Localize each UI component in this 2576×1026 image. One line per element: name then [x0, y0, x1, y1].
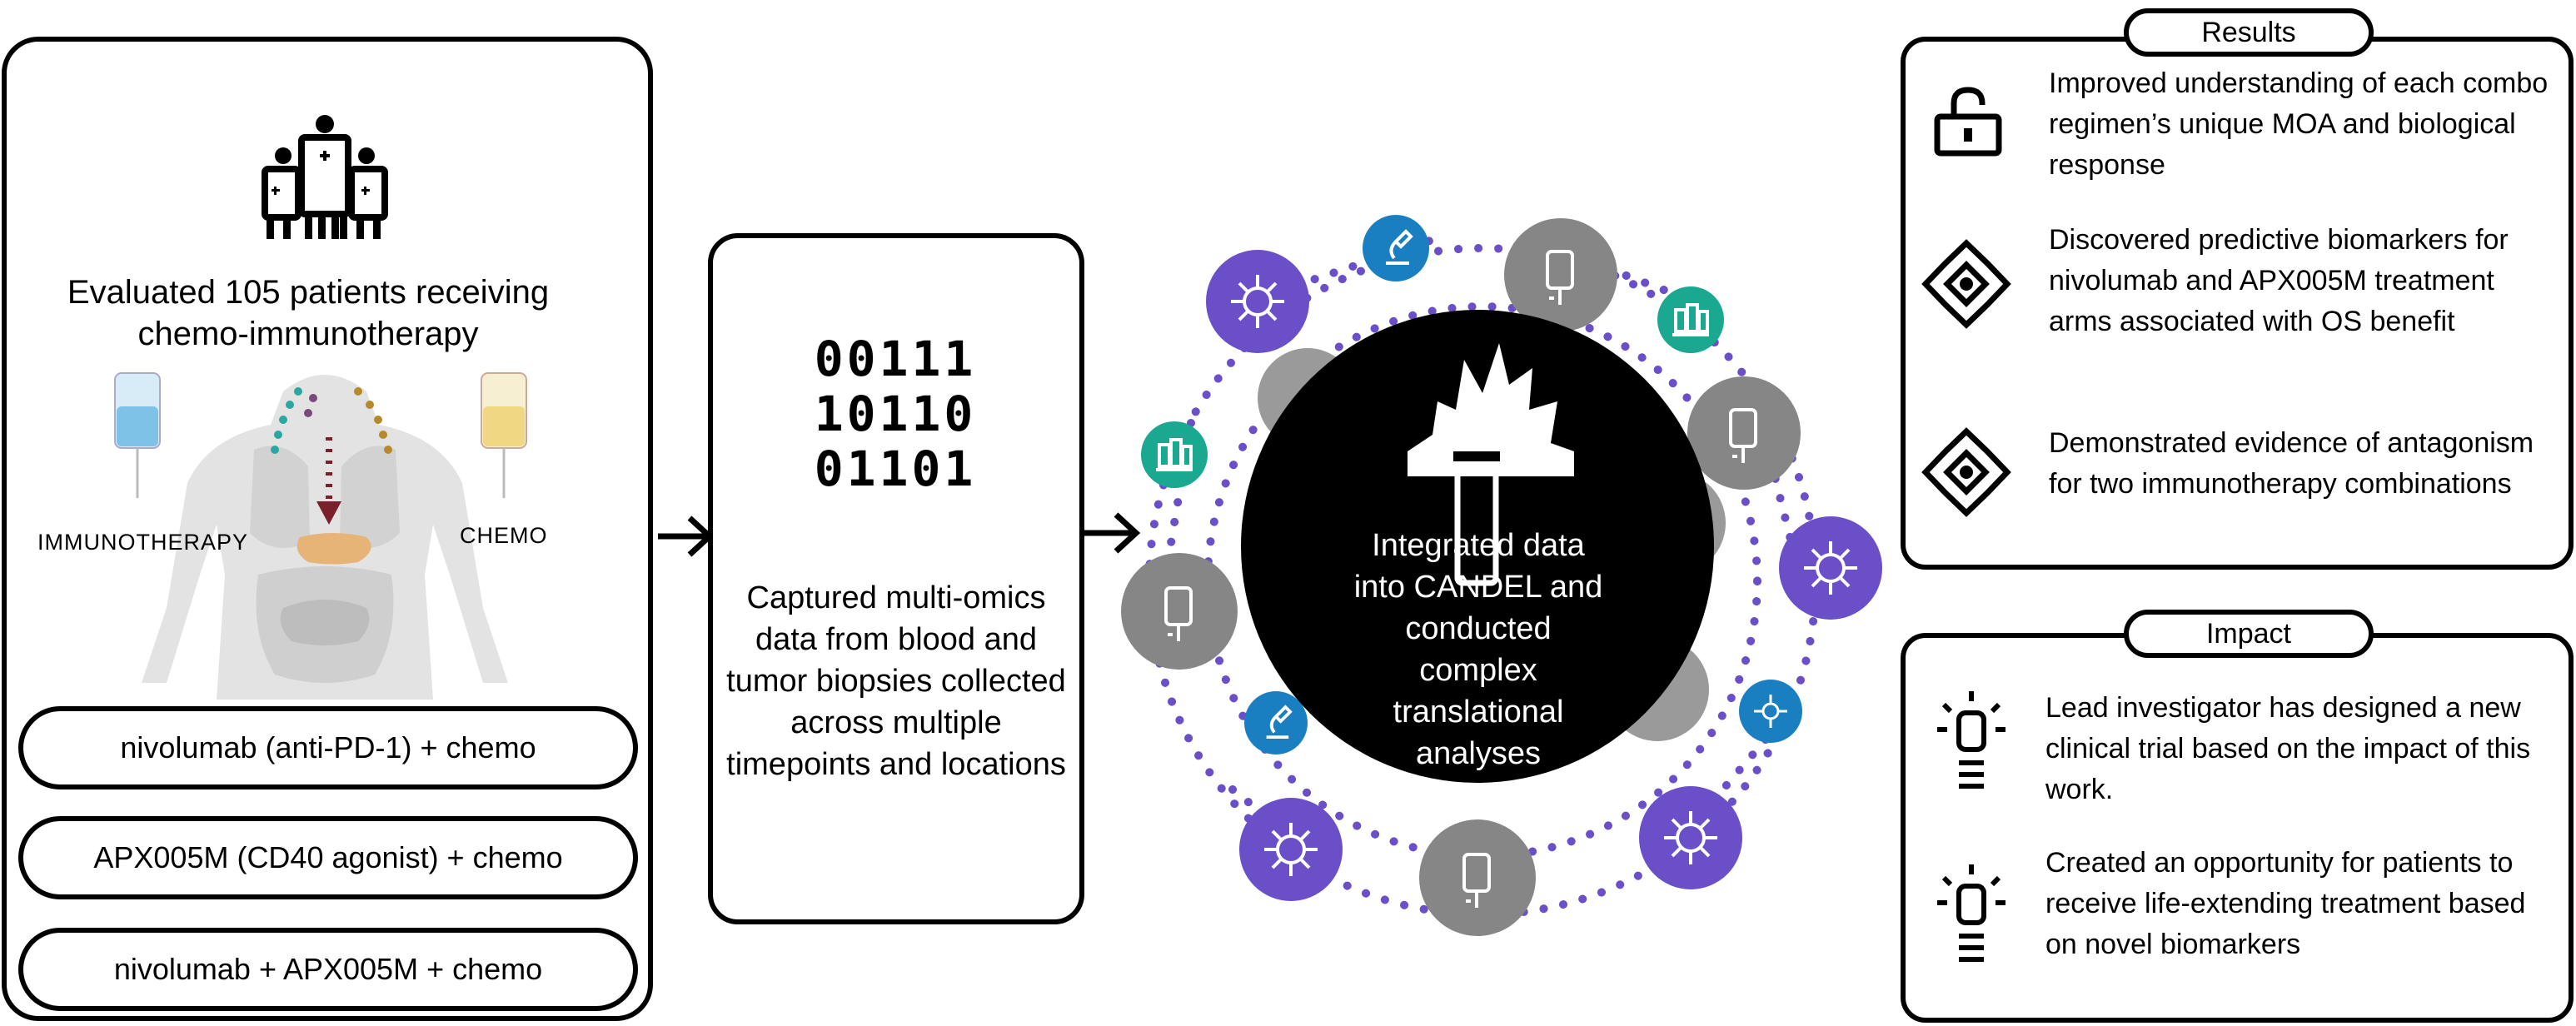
node-immune-cell-icon: [1239, 798, 1343, 901]
node-microscope-icon: [1244, 691, 1308, 755]
results-title: Results: [2124, 8, 2374, 57]
impact-item-text: Created an opportunity for patients to r…: [2045, 847, 2526, 960]
impact-title: Impact: [2124, 610, 2374, 658]
chemo-label: CHEMO: [460, 523, 548, 548]
lightbulb-icon: [1937, 864, 2005, 962]
lightbulb-icon: [1937, 691, 2005, 789]
binary-row: 01101: [814, 441, 977, 497]
impact-panel: [1901, 633, 2574, 1023]
node-microscope-icon: [1363, 215, 1429, 281]
node-immune-cell-icon: [1206, 250, 1309, 353]
node-iv-drip-icon: [1504, 218, 1617, 331]
treatment-arm-3: nivolumab + APX005M + chemo: [18, 928, 638, 1011]
hub-caption: Integrated data into CANDEL and conducte…: [1353, 528, 1603, 771]
body-illustration: [142, 375, 508, 700]
flow-arrow-icon: [1084, 512, 1141, 554]
treatment-arm-2: APX005M (CD40 agonist) + chemo: [18, 816, 638, 899]
result-item-text: Improved understanding of each combo reg…: [2049, 67, 2549, 181]
result-item-text: Demonstrated evidence of antagonism for …: [2049, 427, 2534, 500]
node-lab-icon: [1141, 421, 1208, 488]
binary-row: 10110: [814, 386, 977, 442]
node-iv-drip-icon: [1687, 376, 1801, 490]
immunotherapy-label: IMMUNOTHERAPY: [37, 530, 249, 555]
patients-group-icon: [262, 115, 388, 239]
patients-heading: Evaluated 105 patients receiving chemo-i…: [67, 274, 550, 352]
node-immune-cell-icon: [1739, 680, 1802, 743]
multi-omics-panel: [708, 233, 1084, 924]
node-iv-drip-icon: [1121, 553, 1238, 670]
biomarker-network-icon: [1921, 427, 2011, 517]
multi-omics-caption: Captured multi-omics data from blood and…: [726, 580, 1066, 782]
node-immune-cell-icon: [1639, 786, 1742, 889]
impact-item-text: Lead investigator has designed a new cli…: [2045, 692, 2531, 805]
node-iv-drip-icon: [1419, 819, 1536, 936]
immunotherapy-iv-bag-icon: [114, 372, 161, 498]
binary-row: 00111: [814, 331, 977, 387]
binary-data-icon: 00111 10110 01101: [791, 331, 999, 496]
node-immune-cell-icon: [1779, 516, 1882, 620]
candel-core: [1241, 310, 1714, 783]
results-panel: [1901, 37, 2574, 570]
chemo-iv-bag-icon: [481, 372, 527, 498]
biomarker-network-icon: [1921, 239, 2011, 329]
node-lab-icon: [1657, 286, 1724, 353]
result-item-text: Discovered predictive biomarkers for niv…: [2049, 224, 2509, 337]
padlock-icon: [1934, 87, 2002, 157]
treatment-arm-1: nivolumab (anti-PD-1) + chemo: [18, 706, 638, 789]
